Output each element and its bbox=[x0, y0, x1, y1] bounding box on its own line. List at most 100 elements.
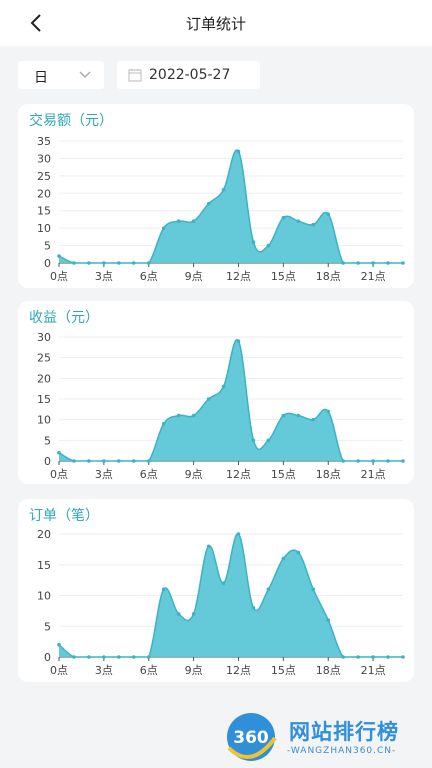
data-point bbox=[371, 459, 375, 463]
data-point bbox=[146, 655, 151, 659]
y-tick-label: 5 bbox=[44, 240, 51, 253]
y-tick-label: 5 bbox=[44, 434, 51, 447]
chart-card-profit: 收益（元） 0 5 10 15 20 25 30 0点 3点 6点 9点 12点 15点 18点 21点 bbox=[18, 301, 414, 484]
period-value: 日 bbox=[34, 70, 48, 86]
data-point bbox=[386, 655, 390, 659]
chart-profit: 0 5 10 15 20 25 30 0点 3点 6点 9点 12点 15点 18点 21点 bbox=[37, 331, 405, 481]
data-point bbox=[131, 459, 136, 463]
data-point bbox=[87, 459, 91, 463]
data-point bbox=[401, 261, 405, 265]
x-tick-label: 6点 bbox=[140, 468, 158, 481]
data-point bbox=[251, 606, 256, 610]
data-point bbox=[191, 413, 196, 418]
data-point bbox=[206, 397, 211, 401]
data-point bbox=[191, 612, 196, 616]
x-tick-label: 9点 bbox=[185, 468, 203, 481]
x-tick-label: 6点 bbox=[140, 270, 158, 283]
data-point bbox=[356, 261, 360, 265]
data-point bbox=[72, 655, 76, 659]
data-point bbox=[326, 618, 331, 622]
watermark-name: 网站排行榜 bbox=[289, 720, 399, 744]
data-point bbox=[117, 261, 121, 265]
series-area bbox=[59, 533, 403, 657]
data-point bbox=[131, 261, 136, 265]
chart-title: 收益（元） bbox=[29, 310, 99, 326]
x-tick-label: 0点 bbox=[50, 468, 68, 481]
y-tick-label: 10 bbox=[37, 414, 51, 427]
data-point bbox=[281, 556, 286, 561]
data-point bbox=[131, 655, 136, 659]
data-point bbox=[72, 459, 76, 463]
watermark-logo-icon: 360 bbox=[227, 713, 277, 761]
data-point bbox=[266, 243, 271, 248]
x-tick-label: 18点 bbox=[316, 468, 341, 481]
data-point bbox=[281, 215, 286, 220]
data-point bbox=[161, 226, 166, 230]
series-area bbox=[59, 339, 403, 461]
data-point bbox=[206, 201, 211, 206]
y-tick-label: 0 bbox=[44, 455, 51, 468]
x-tick-label: 12点 bbox=[226, 468, 251, 481]
data-point bbox=[401, 459, 405, 463]
data-point bbox=[386, 261, 390, 265]
x-tick-label: 9点 bbox=[185, 664, 203, 677]
chart-title: 交易额（元） bbox=[29, 113, 113, 129]
x-tick-label: 18点 bbox=[316, 664, 341, 677]
watermark: 360 网站排行榜 -WANGZHAN360.CN- bbox=[221, 708, 431, 768]
data-point bbox=[161, 587, 166, 592]
data-point bbox=[236, 532, 241, 536]
data-point bbox=[176, 219, 181, 223]
x-tick-label: 6点 bbox=[140, 664, 158, 677]
data-point bbox=[326, 212, 331, 216]
data-point bbox=[296, 413, 301, 418]
data-point bbox=[161, 422, 166, 426]
y-tick-label: 10 bbox=[37, 590, 51, 603]
data-point bbox=[401, 655, 405, 659]
data-point bbox=[266, 438, 271, 443]
data-point bbox=[87, 261, 91, 265]
y-tick-label: 5 bbox=[44, 620, 51, 633]
data-point bbox=[311, 587, 316, 592]
data-point bbox=[57, 450, 61, 455]
chart-orders: 0 5 10 15 20 0点 3点 6点 9点 12点 15点 18点 21点 bbox=[37, 528, 405, 677]
x-tick-label: 0点 bbox=[50, 270, 68, 283]
data-point bbox=[371, 261, 375, 265]
chart-revenue: 0 5 10 15 20 25 30 35 0点 3点 6点 9点 12点 15点 18点 21点 bbox=[37, 135, 405, 283]
data-point bbox=[206, 544, 211, 549]
y-tick-label: 20 bbox=[37, 528, 51, 541]
y-tick-label: 35 bbox=[37, 135, 51, 148]
y-tick-label: 25 bbox=[37, 170, 51, 183]
date-picker[interactable]: 2022-05-27 bbox=[117, 61, 260, 89]
data-point bbox=[296, 550, 301, 555]
data-point bbox=[102, 655, 106, 659]
period-select[interactable]: 日 bbox=[18, 61, 104, 89]
data-point bbox=[146, 261, 151, 265]
x-tick-label: 15点 bbox=[271, 468, 296, 481]
data-point bbox=[326, 409, 331, 414]
x-tick-label: 21点 bbox=[361, 664, 386, 677]
data-point bbox=[236, 339, 241, 343]
x-tick-label: 0点 bbox=[50, 664, 68, 677]
x-tick-label: 3点 bbox=[95, 664, 113, 677]
data-point bbox=[176, 612, 181, 616]
y-tick-label: 30 bbox=[37, 331, 51, 344]
data-point bbox=[57, 254, 61, 258]
x-tick-label: 21点 bbox=[361, 468, 386, 481]
data-point bbox=[251, 438, 256, 443]
y-tick-label: 25 bbox=[37, 352, 51, 365]
data-point bbox=[341, 459, 345, 463]
top-bar: 订单统计 bbox=[0, 0, 432, 46]
data-point bbox=[311, 222, 316, 227]
data-point bbox=[311, 417, 316, 422]
data-point bbox=[221, 384, 226, 389]
y-tick-label: 0 bbox=[44, 651, 51, 664]
data-point bbox=[117, 459, 121, 463]
data-point bbox=[341, 655, 345, 659]
series-area bbox=[59, 149, 403, 263]
data-point bbox=[72, 261, 76, 265]
y-tick-label: 20 bbox=[37, 187, 51, 200]
x-tick-label: 3点 bbox=[95, 468, 113, 481]
y-tick-label: 20 bbox=[37, 372, 51, 385]
back-icon[interactable] bbox=[26, 12, 48, 34]
data-point bbox=[57, 642, 61, 647]
